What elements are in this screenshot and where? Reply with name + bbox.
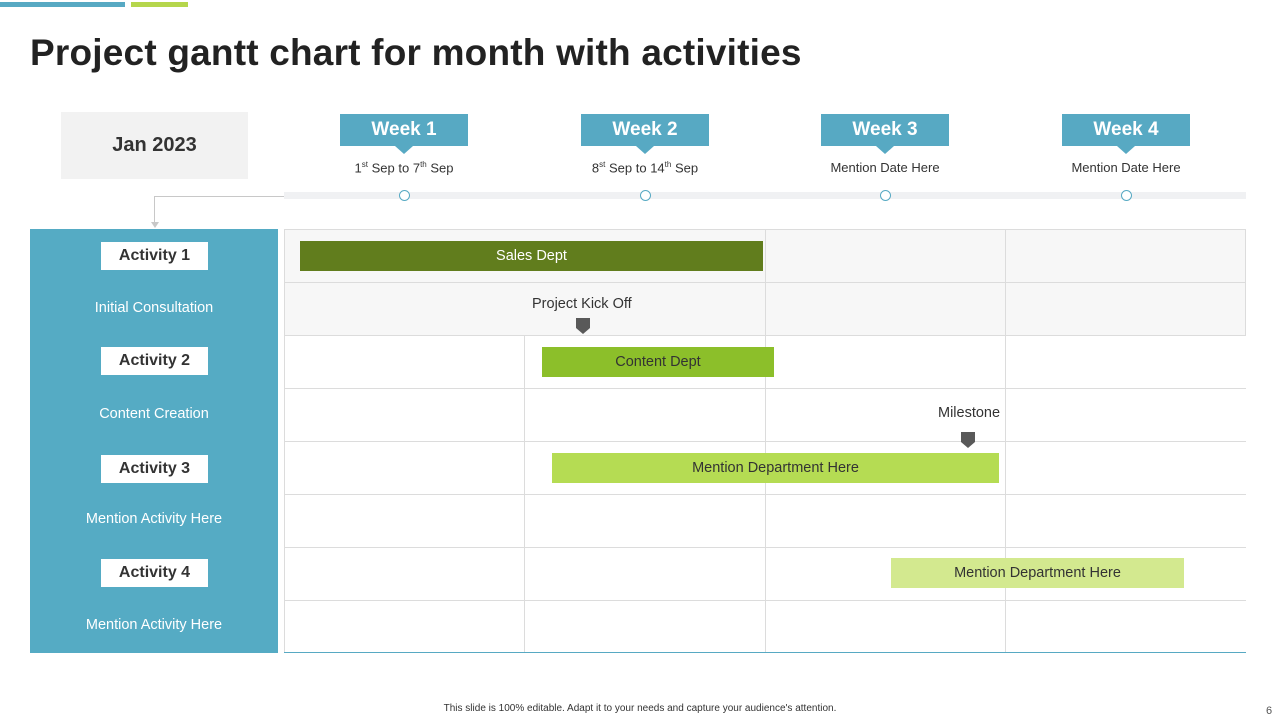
grid-line-v	[765, 229, 766, 653]
week-4-date: Mention Date Here	[1071, 160, 1181, 175]
month-box[interactable]: Jan 2023	[61, 112, 248, 179]
kickoff-marker-icon	[576, 318, 590, 334]
marker-kickoff-label[interactable]: Project Kick Off	[532, 296, 632, 312]
week-2-label[interactable]: Week 2	[581, 114, 709, 154]
connector-arrow-icon	[151, 222, 159, 228]
month-label: Jan 2023	[112, 134, 197, 156]
timeline-dot-week-4	[1121, 190, 1132, 201]
activity-3-tag[interactable]: Activity 3	[101, 455, 208, 483]
accent-bar-green	[131, 2, 188, 7]
marker-milestone-label[interactable]: Milestone	[938, 405, 1001, 421]
grid-bottom-line	[284, 652, 1246, 653]
bar-sales-dept[interactable]: Sales Dept	[300, 241, 763, 271]
timeline-dot-week-3	[880, 190, 891, 201]
activity-1-description[interactable]: Initial Consultation	[94, 300, 214, 316]
bar-department-4[interactable]: Mention Department Here	[891, 558, 1184, 588]
grid-line-v	[284, 229, 285, 653]
activity-sidebar	[30, 229, 278, 653]
page-number: 6	[1266, 705, 1273, 717]
week-1-date: 1st Sep to 7th Sep	[354, 160, 454, 176]
connector-line-vertical	[154, 196, 155, 224]
week-2-date: 8st Sep to 14th Sep	[591, 160, 699, 176]
bar-content-dept[interactable]: Content Dept	[542, 347, 774, 377]
activity-3-description[interactable]: Mention Activity Here	[85, 511, 223, 527]
week-4-label[interactable]: Week 4	[1062, 114, 1190, 154]
accent-bar-blue	[0, 2, 125, 7]
milestone-marker-icon	[961, 432, 975, 448]
grid-line-v	[524, 335, 525, 653]
activity-2-tag[interactable]: Activity 2	[101, 347, 208, 375]
timeline-bar	[284, 192, 1246, 199]
week-1-label[interactable]: Week 1	[340, 114, 468, 154]
week-3-label[interactable]: Week 3	[821, 114, 949, 154]
week-3-date: Mention Date Here	[830, 160, 940, 175]
page-title[interactable]: Project gantt chart for month with activ…	[30, 32, 802, 73]
timeline-dot-week-2	[640, 190, 651, 201]
footer-note: This slide is 100% editable. Adapt it to…	[443, 703, 837, 714]
activity-1-tag[interactable]: Activity 1	[101, 242, 208, 270]
bar-department-3[interactable]: Mention Department Here	[552, 453, 999, 483]
timeline-dot-week-1	[399, 190, 410, 201]
gantt-grid	[284, 229, 1246, 653]
activity-4-description[interactable]: Mention Activity Here	[85, 617, 223, 633]
activity-4-tag[interactable]: Activity 4	[101, 559, 208, 587]
connector-line-horizontal	[154, 196, 284, 197]
grid-line-v	[1245, 229, 1246, 335]
grid-line-v	[1005, 229, 1006, 653]
activity-2-description[interactable]: Content Creation	[99, 406, 209, 422]
